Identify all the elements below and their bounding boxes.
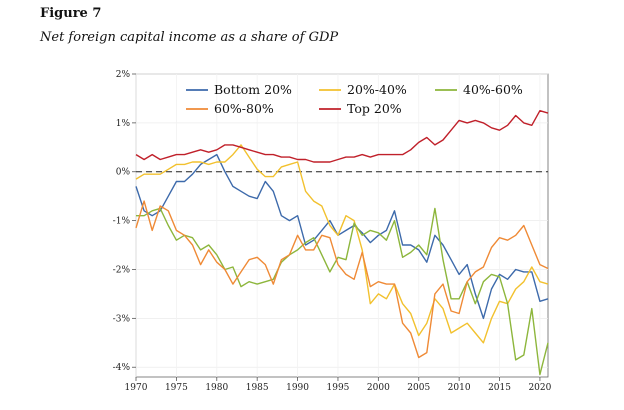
series-line-40-60 [136,207,549,376]
legend-item-bottom-20: Bottom 20% [186,82,292,97]
legend-item-40-60: 40%-60% [435,82,523,97]
legend-label: 40%-60% [463,82,523,97]
series-line-bottom-20 [135,153,549,320]
y-tick-label: 2% [116,70,131,80]
x-tick-label: 2010 [448,383,471,393]
x-tick-label: 1990 [286,383,309,393]
series-line-20-40 [135,144,549,344]
y-tick-label: 0% [116,168,131,178]
figure-title: Net foreign capital income as a share of… [40,30,339,45]
x-tick-label: 1985 [246,383,269,393]
series-line-top-20 [135,109,549,163]
legend-label: 20%-40% [347,82,407,97]
legend-label: Bottom 20% [214,82,292,97]
figure-label: Figure 7 [40,6,102,21]
y-tick-label: -2% [113,265,131,275]
legend-item-top-20: Top 20% [319,101,402,116]
x-tick-label: 1995 [327,383,350,393]
x-tick-label: 1975 [165,383,188,393]
x-tick-label: 1970 [125,383,148,393]
y-tick-label: -1% [113,217,131,227]
y-tick-label: 1% [116,119,131,129]
x-tick-label: 2020 [528,383,551,393]
legend-item-20-40: 20%-40% [319,82,407,97]
y-tick-label: -4% [113,363,131,373]
series-line-60-80 [135,200,549,359]
legend-label: 60%-80% [214,101,274,116]
legend-label: Top 20% [347,101,402,116]
x-tick-label: 2000 [367,383,390,393]
x-tick-label: 2015 [488,383,511,393]
x-tick-label: 1980 [205,383,228,393]
legend-item-60-80: 60%-80% [186,101,274,116]
x-tick-label: 2005 [407,383,430,393]
y-tick-label: -3% [113,314,131,324]
